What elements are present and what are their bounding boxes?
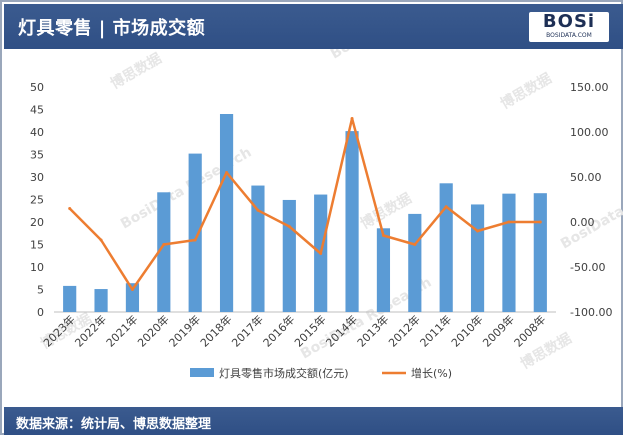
growth-point [319, 252, 323, 255]
x-tick-label: 2011年 [417, 312, 454, 349]
x-tick-label: 2021年 [103, 312, 140, 349]
y-right-tick-label: 0.00 [570, 216, 595, 229]
y-right-tick-label: 50.00 [570, 171, 602, 184]
legend-swatch-bar [190, 368, 214, 377]
y-left-tick-label: 35 [30, 149, 44, 162]
y-left-tick-label: 10 [30, 261, 44, 274]
x-tick-label: 2017年 [229, 312, 266, 349]
bar [63, 285, 77, 312]
logo-mark: BOSi [542, 11, 596, 32]
bar [219, 114, 234, 312]
watermark-text: 博思数据 [498, 70, 555, 113]
growth-point [350, 117, 354, 120]
y-right-tick-label: -50.00 [570, 261, 605, 274]
data-source: 数据来源：统计局、博思数据整理 [16, 417, 212, 432]
growth-point [99, 238, 103, 242]
x-tick-label: 2009年 [480, 312, 517, 349]
footer-bar: 数据来源：统计局、博思数据整理 [4, 407, 623, 435]
y-left-tick-label: 5 [37, 284, 44, 297]
brand-logo: BOSi BOSIDATA.COM [529, 12, 609, 42]
growth-point [162, 243, 166, 246]
y-left-tick-label: 45 [30, 104, 44, 117]
legend-label-line: 增长(%) [411, 366, 452, 380]
y-left-tick-label: 20 [30, 216, 44, 229]
bar [533, 193, 547, 312]
x-tick-label: 2018年 [197, 312, 234, 349]
y-left-tick-label: 40 [30, 126, 44, 139]
bar [470, 204, 485, 312]
growth-point [287, 225, 291, 228]
x-tick-label: 2016年 [260, 312, 297, 349]
bar [157, 192, 171, 312]
growth-point [507, 220, 511, 224]
growth-point [68, 207, 72, 210]
bar [345, 131, 359, 312]
growth-point [225, 171, 229, 174]
x-tick-label: 2012年 [385, 312, 422, 349]
bar [251, 185, 265, 312]
logo-domain: BOSIDATA.COM [546, 32, 592, 39]
combo-chart: 博思数据 BosiData Research 博思数据 BosiData Resear… [30, 0, 623, 380]
growth-point [476, 229, 480, 233]
header-bar: 灯具零售 | 市场成交额 BOSi BOSIDATA.COM [4, 4, 623, 49]
growth-point [444, 205, 448, 209]
bar [125, 283, 140, 312]
bar [408, 213, 422, 312]
watermark-text: BosiData Research [328, 49, 464, 62]
growth-point [130, 288, 134, 291]
watermark-text: 博思数据 [108, 50, 165, 93]
y-right-tick-label: 100.00 [570, 126, 609, 139]
bar [439, 183, 453, 312]
bar [502, 193, 516, 312]
y-left-tick-label: 50 [30, 81, 44, 94]
x-tick-label: 2010年 [448, 312, 485, 349]
bar [282, 199, 296, 312]
growth-point [381, 234, 385, 237]
legend-label-bar: 灯具零售市场成交额(亿元) [219, 366, 349, 380]
bar [94, 289, 108, 312]
bar [376, 228, 391, 312]
y-left-tick-label: 0 [37, 306, 44, 319]
chart-container: 博思数据 BosiData Research 博思数据 BosiData Resear… [4, 0, 623, 407]
y-left-tick-label: 30 [30, 171, 44, 184]
growth-point [193, 238, 197, 242]
watermark-text: BosiData Research [118, 144, 254, 232]
bar [188, 153, 202, 312]
y-right-tick-label: -100.00 [570, 306, 612, 319]
watermark-text: 博思数据 [358, 190, 415, 233]
y-right-tick-label: 150.00 [570, 81, 609, 94]
growth-line [68, 117, 541, 291]
page-title: 灯具零售 | 市场成交额 [18, 18, 206, 39]
growth-point [256, 208, 260, 212]
growth-point [413, 243, 417, 246]
x-tick-label: 2019年 [166, 312, 203, 349]
growth-point [538, 220, 542, 224]
y-left-tick-label: 25 [30, 194, 44, 207]
y-left-tick-label: 15 [30, 239, 44, 252]
x-tick-label: 2020年 [134, 312, 171, 349]
